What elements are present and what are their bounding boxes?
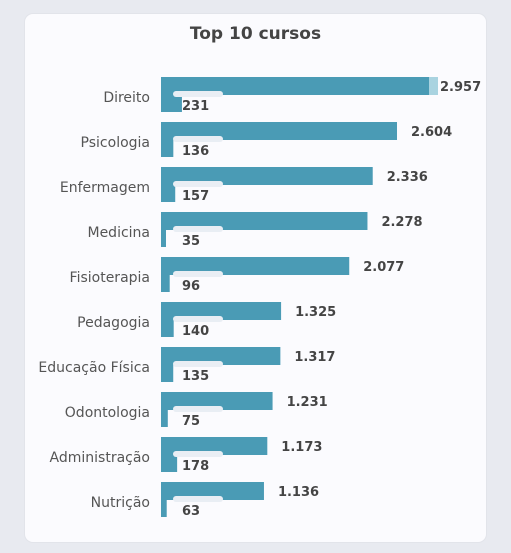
data-label-series-2: 157 <box>182 189 209 204</box>
bar-series-2 <box>161 365 174 382</box>
data-label-series-2: 140 <box>182 324 209 339</box>
chart-card: Top 10 cursos Direito 2.957 231 Psicologia 2… <box>25 14 486 542</box>
data-label-series-1: 2.957 <box>440 80 481 95</box>
bar-series-1 <box>161 347 281 365</box>
data-label-series-1: 1.136 <box>278 485 319 500</box>
data-label-series-1: 2.077 <box>363 260 404 275</box>
category-label: Educação Física <box>38 360 150 376</box>
data-label-series-1: 1.325 <box>295 305 336 320</box>
data-label-series-1: 2.336 <box>387 170 428 185</box>
data-label-bg <box>173 136 223 142</box>
data-label-series-1: 1.231 <box>287 395 328 410</box>
data-label-series-2: 63 <box>182 504 200 519</box>
bar-chart: Direito 2.957 231 Psicologia 2.604 136 Enferma… <box>38 77 481 519</box>
bar-series-1 <box>161 437 268 455</box>
data-label-bg <box>173 451 223 457</box>
bar-series-1 <box>161 257 350 275</box>
data-label-series-2: 75 <box>182 414 200 429</box>
data-label-series-1: 2.604 <box>411 125 452 140</box>
bar-series-2 <box>161 320 174 337</box>
category-label: Administração <box>50 450 150 466</box>
category-label: Enfermagem <box>60 180 150 196</box>
bar-series-2 <box>161 455 178 472</box>
bar-series-2 <box>161 500 167 517</box>
data-label-bg <box>173 406 223 412</box>
category-label: Fisioterapia <box>70 270 150 286</box>
category-label: Psicologia <box>81 135 150 151</box>
data-label-series-1: 1.317 <box>294 350 335 365</box>
category-label: Odontologia <box>65 405 150 421</box>
data-label-bg <box>173 361 223 367</box>
bar-series-2 <box>161 185 176 202</box>
category-label: Pedagogia <box>77 315 150 331</box>
data-label-series-2: 178 <box>182 459 209 474</box>
category-label: Nutrição <box>91 495 150 511</box>
bar-series-1 <box>161 212 368 230</box>
data-label-series-2: 35 <box>182 234 200 249</box>
category-label: Medicina <box>87 225 150 241</box>
bar-series-1 <box>161 167 373 185</box>
bar-series-2 <box>161 275 170 292</box>
data-label-bg <box>173 271 223 277</box>
data-label-bg <box>173 316 223 322</box>
bar-series-2 <box>161 410 168 427</box>
bar-series-2 <box>161 230 166 247</box>
data-label-series-2: 136 <box>182 144 209 159</box>
bar-series-1 <box>161 302 282 320</box>
data-label-series-2: 96 <box>182 279 200 294</box>
data-label-bg <box>173 181 223 187</box>
bar-series-2 <box>161 140 174 157</box>
bar-series-1 <box>161 482 264 500</box>
data-label-series-2: 135 <box>182 369 209 384</box>
bar-series-1 <box>161 77 429 95</box>
data-label-bg <box>173 226 223 232</box>
bar-series-2 <box>161 95 182 112</box>
bar-series-1 <box>161 392 273 410</box>
data-label-series-2: 231 <box>182 99 209 114</box>
chart-title: Top 10 cursos <box>189 24 322 44</box>
bar-series-1 <box>161 122 398 140</box>
bar-highlight <box>429 77 438 95</box>
data-label-bg <box>173 91 223 97</box>
data-label-series-1: 1.173 <box>281 440 322 455</box>
data-label-bg <box>173 496 223 502</box>
category-label: Direito <box>103 90 150 106</box>
data-label-series-1: 2.278 <box>381 215 422 230</box>
